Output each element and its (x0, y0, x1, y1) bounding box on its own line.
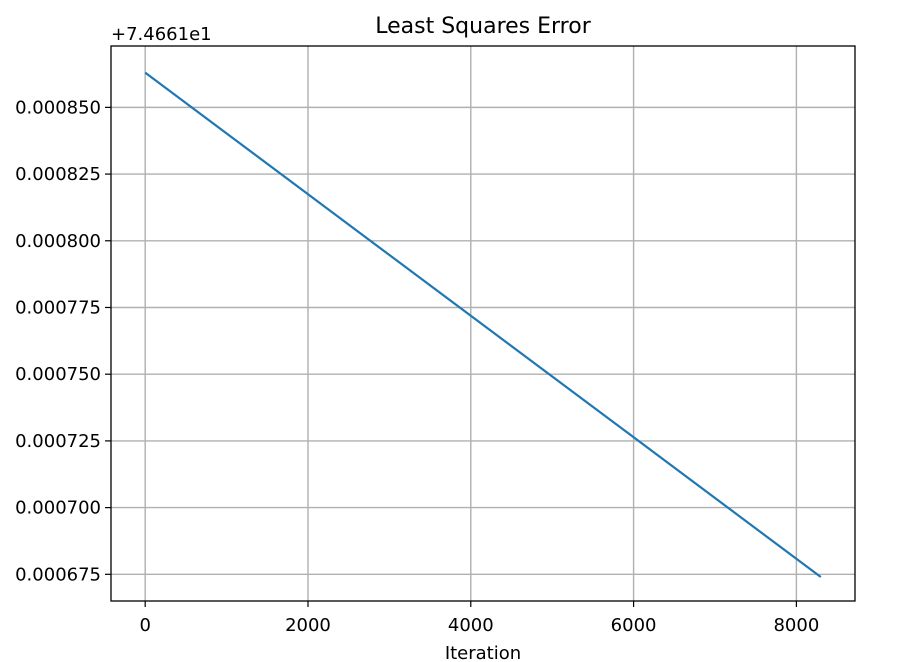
x-tick-label: 4000 (448, 615, 494, 636)
x-tick-label: 2000 (285, 615, 331, 636)
y-tick-label: 0.000725 (15, 431, 101, 452)
y-offset-label: +7.4661e1 (111, 24, 212, 45)
y-tick-label: 0.000675 (15, 564, 101, 585)
y-tick-label: 0.000800 (15, 231, 101, 252)
grid (111, 46, 855, 601)
plot-frame (110, 45, 856, 602)
tick-layer: 0 2000 4000 6000 8000 0.000675 0.000700 0.00072… (15, 97, 819, 636)
y-tick-label: 0.000825 (15, 164, 101, 185)
x-tick-label: 8000 (773, 615, 819, 636)
y-tick-label: 0.000700 (15, 498, 101, 519)
series-line (144, 71, 822, 578)
y-tick-label: 0.000850 (15, 97, 101, 118)
y-tick-label: 0.000775 (15, 297, 101, 318)
x-axis-label: Iteration (445, 643, 521, 662)
x-tick-label: 0 (139, 615, 150, 636)
x-tick-label: 6000 (611, 615, 657, 636)
series-layer (144, 71, 822, 578)
chart-title: Least Squares Error (375, 14, 591, 39)
y-tick-label: 0.000750 (15, 364, 101, 385)
